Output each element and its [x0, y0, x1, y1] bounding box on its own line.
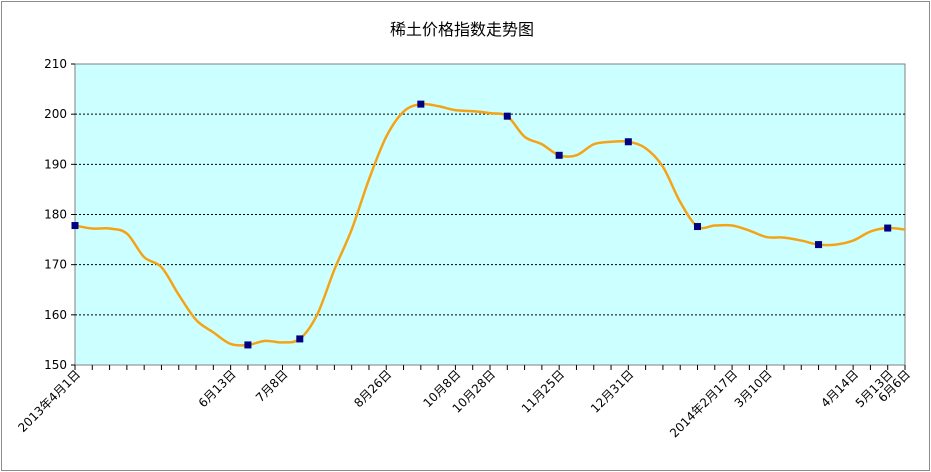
x-tick-label: 12月31日 — [588, 367, 636, 415]
data-point-marker — [417, 100, 425, 108]
x-tick-label: 6月13日 — [196, 367, 239, 410]
x-tick-label: 7月8日 — [253, 367, 291, 405]
data-point-marker — [555, 151, 563, 159]
series-line — [74, 102, 906, 347]
y-tick-label: 170 — [44, 258, 67, 272]
data-point-marker — [694, 223, 701, 231]
x-tick-label: 8月26日 — [351, 367, 394, 410]
data-point-marker — [71, 222, 79, 230]
x-tick-label: 11月25日 — [519, 367, 567, 415]
y-tick-label: 190 — [44, 157, 67, 171]
data-point-marker — [884, 224, 892, 232]
y-tick-label: 180 — [44, 208, 67, 222]
y-tick-label: 200 — [44, 107, 67, 121]
data-point-marker — [296, 335, 304, 343]
series-line-group — [74, 102, 906, 347]
x-tick-label: 3月10日 — [732, 367, 775, 410]
y-tick-label: 150 — [44, 358, 67, 372]
data-point-marker — [624, 138, 632, 146]
data-point-marker — [244, 341, 252, 349]
x-tick-label: 4月14日 — [818, 367, 861, 410]
data-point-marker — [815, 241, 823, 249]
x-tick-label: 2013年4月1日 — [15, 367, 83, 435]
data-point-marker — [503, 112, 511, 120]
y-tick-label: 210 — [44, 57, 67, 71]
y-tick-label: 160 — [44, 308, 67, 322]
y-axis-ticks: 150 160 170 180 190 200 210 — [44, 57, 75, 372]
series-markers — [71, 100, 892, 349]
x-tick-label: 2014年2月17日 — [667, 367, 740, 440]
chart-title: 稀土价格指数走势图 — [390, 20, 534, 39]
